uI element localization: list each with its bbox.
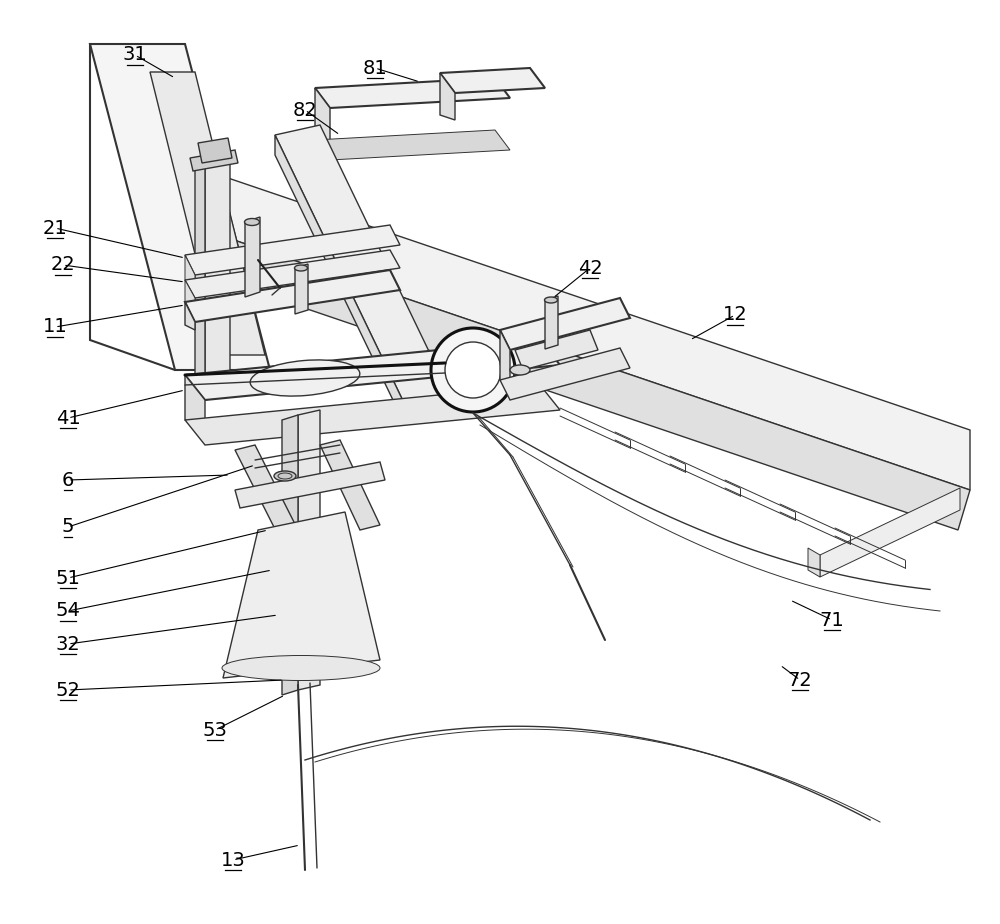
Polygon shape — [185, 280, 195, 308]
Polygon shape — [295, 264, 308, 314]
Polygon shape — [185, 385, 560, 445]
Ellipse shape — [244, 218, 260, 225]
Polygon shape — [185, 340, 560, 400]
Polygon shape — [198, 138, 232, 163]
Polygon shape — [275, 135, 405, 425]
Text: 53: 53 — [203, 721, 227, 739]
Text: 22: 22 — [51, 256, 75, 274]
Polygon shape — [235, 445, 298, 535]
Circle shape — [445, 342, 501, 398]
Text: 54: 54 — [56, 602, 80, 621]
Text: 72: 72 — [788, 671, 812, 689]
Text: 81: 81 — [363, 58, 387, 78]
Ellipse shape — [294, 265, 308, 271]
Polygon shape — [515, 330, 598, 370]
Polygon shape — [195, 160, 205, 405]
Polygon shape — [185, 225, 400, 275]
Polygon shape — [808, 548, 820, 577]
Ellipse shape — [544, 297, 558, 303]
Ellipse shape — [250, 360, 360, 396]
Polygon shape — [90, 44, 270, 370]
Polygon shape — [223, 512, 380, 678]
Polygon shape — [320, 440, 380, 530]
Polygon shape — [315, 78, 510, 108]
Text: 51: 51 — [56, 568, 80, 588]
Text: 42: 42 — [578, 259, 602, 277]
Text: 12: 12 — [723, 306, 747, 324]
Polygon shape — [245, 217, 260, 297]
Polygon shape — [440, 68, 545, 93]
Text: 52: 52 — [56, 680, 80, 699]
Polygon shape — [282, 415, 298, 695]
Polygon shape — [500, 348, 630, 400]
Polygon shape — [175, 160, 970, 490]
Text: 21: 21 — [43, 218, 67, 237]
Ellipse shape — [510, 365, 530, 375]
Polygon shape — [190, 150, 238, 171]
Text: 31: 31 — [123, 45, 147, 65]
Polygon shape — [235, 462, 385, 508]
Polygon shape — [500, 298, 630, 350]
Text: 82: 82 — [293, 101, 317, 119]
Polygon shape — [545, 296, 558, 349]
Ellipse shape — [274, 471, 296, 481]
Ellipse shape — [222, 655, 380, 680]
Polygon shape — [275, 125, 450, 405]
Text: 32: 32 — [56, 635, 80, 653]
Polygon shape — [185, 255, 195, 285]
Polygon shape — [185, 270, 400, 322]
Polygon shape — [315, 130, 510, 160]
Circle shape — [431, 328, 515, 412]
Polygon shape — [150, 72, 265, 355]
Text: 13: 13 — [221, 850, 245, 869]
Polygon shape — [500, 330, 510, 385]
Text: 11: 11 — [43, 318, 67, 336]
Polygon shape — [185, 250, 400, 298]
Polygon shape — [298, 410, 320, 690]
Text: 6: 6 — [62, 470, 74, 490]
Polygon shape — [163, 160, 175, 260]
Text: 71: 71 — [820, 611, 844, 629]
Polygon shape — [205, 155, 230, 400]
Polygon shape — [820, 488, 960, 577]
Polygon shape — [185, 375, 205, 425]
Polygon shape — [315, 88, 330, 148]
Polygon shape — [185, 302, 195, 330]
Text: 5: 5 — [62, 517, 74, 537]
Polygon shape — [440, 73, 455, 120]
Text: 41: 41 — [56, 408, 80, 428]
Polygon shape — [163, 220, 970, 530]
